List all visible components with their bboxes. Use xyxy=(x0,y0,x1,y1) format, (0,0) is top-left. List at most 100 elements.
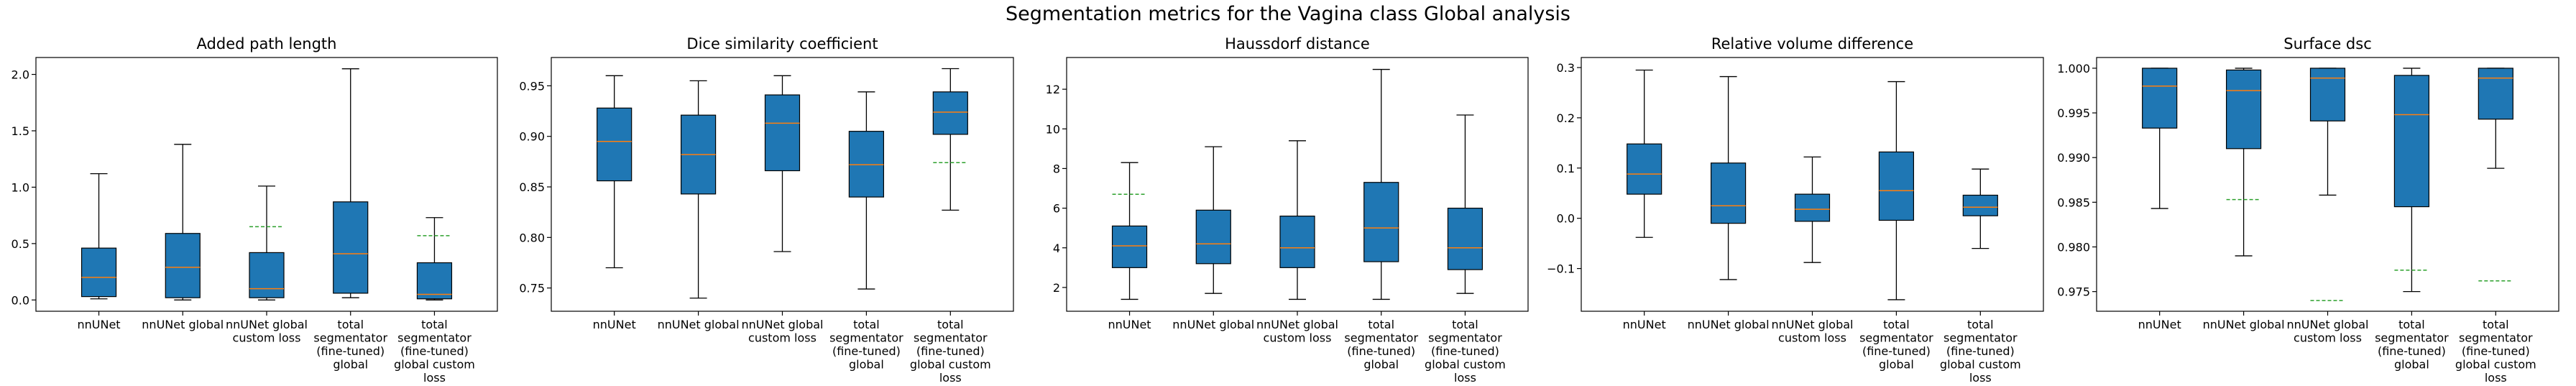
box-4 xyxy=(1878,81,1915,300)
box-iqr xyxy=(2142,68,2178,129)
x-tick-label: total segmentator (fine-tuned) global xyxy=(313,318,387,372)
x-tick-label: nnUNet global custom loss xyxy=(742,318,824,345)
y-tick-label: 0.3 xyxy=(1557,61,1575,75)
y-tick-label: 0.75 xyxy=(519,282,545,295)
box-iqr xyxy=(1878,151,1915,221)
y-tick-label: 0.0 xyxy=(1557,212,1575,226)
axes-frame xyxy=(551,57,1014,312)
box-iqr xyxy=(1195,209,1231,265)
box-5 xyxy=(932,68,968,211)
y-tick-label: 0.980 xyxy=(2057,241,2090,254)
x-tick-label: nnUNet xyxy=(1623,318,1666,331)
y-tick-label: 0.990 xyxy=(2057,151,2090,165)
box-iqr xyxy=(1111,225,1148,268)
x-tick-label: nnUNet xyxy=(2138,318,2181,331)
chart-title: Surface dsc xyxy=(2283,35,2372,52)
box-1 xyxy=(1111,162,1148,300)
x-tick-label: nnUNet global custom loss xyxy=(1256,318,1338,345)
box-iqr xyxy=(1962,194,1998,216)
x-tick-label: total segmentator (fine-tuned) global custo… xyxy=(910,318,991,385)
x-tick-label: nnUNet global custom loss xyxy=(226,318,308,345)
box-iqr xyxy=(1794,193,1831,222)
chart-title: Dice similarity coefficient xyxy=(686,35,878,52)
box-1 xyxy=(1627,69,1662,238)
chart-title: Added path length xyxy=(197,35,337,52)
x-tick-label: nnUNet global custom loss xyxy=(1772,318,1854,345)
axes-frame xyxy=(35,57,498,312)
box-3 xyxy=(1794,156,1831,263)
y-tick-label: 1.0 xyxy=(12,180,29,194)
box-iqr xyxy=(333,201,369,294)
y-tick-label: 12 xyxy=(1046,83,1060,96)
box-iqr xyxy=(416,262,453,300)
x-tick-label: total segmentator (fine-tuned) global custo… xyxy=(1425,318,1506,385)
x-tick-label: nnUNet global xyxy=(2203,318,2285,331)
chart-panel-2: Dice similarity coefficient 0.75 0.80 0.85 0… xyxy=(519,35,1014,385)
x-tick-label: nnUNet global xyxy=(1688,318,1770,331)
x-tick-label: total segmentator (fine-tuned) global custo… xyxy=(394,318,475,385)
box-iqr xyxy=(764,94,801,172)
box-1 xyxy=(2142,68,2178,209)
box-3 xyxy=(2309,68,2346,301)
y-tick-label: 1.5 xyxy=(12,124,29,138)
y-tick-label: 0.80 xyxy=(519,231,545,244)
y-tick-label: 10 xyxy=(1046,122,1060,136)
x-tick-label: nnUNet xyxy=(1108,318,1151,331)
box-5 xyxy=(416,217,453,300)
x-tick-label: total segmentator (fine-tuned) global xyxy=(1859,318,1933,372)
box-3 xyxy=(249,185,285,300)
box-iqr xyxy=(2309,68,2346,121)
y-tick-label: 0.985 xyxy=(2057,196,2090,209)
y-tick-label: 0.90 xyxy=(519,130,545,144)
x-tick-label: nnUNet global xyxy=(1172,318,1254,331)
y-tick-label: −0.1 xyxy=(1547,262,1575,276)
x-tick-label: total segmentator (fine-tuned) global xyxy=(2375,318,2449,372)
box-iqr xyxy=(1363,182,1399,262)
y-tick-label: 1.000 xyxy=(2057,62,2090,75)
box-4 xyxy=(848,91,885,290)
axes-frame xyxy=(1066,57,1529,312)
x-tick-label: nnUNet xyxy=(78,318,121,331)
box-2 xyxy=(165,144,201,300)
x-tick-label: total segmentator (fine-tuned) global xyxy=(1344,318,1418,372)
box-2 xyxy=(1195,146,1231,294)
axes-frame xyxy=(2096,57,2559,312)
y-tick-label: 0.0 xyxy=(12,293,29,307)
box-iqr xyxy=(165,233,201,298)
box-4 xyxy=(2393,68,2430,293)
x-tick-label: total segmentator (fine-tuned) global xyxy=(829,318,903,372)
box-3 xyxy=(1279,140,1315,300)
box-1 xyxy=(80,173,117,300)
y-tick-label: 8 xyxy=(1053,162,1060,175)
box-iqr xyxy=(2393,75,2430,208)
box-iqr xyxy=(80,247,117,298)
box-iqr xyxy=(932,91,968,135)
y-tick-label: 0.95 xyxy=(519,79,545,93)
box-4 xyxy=(333,68,369,298)
x-tick-label: nnUNet xyxy=(593,318,636,331)
box-iqr xyxy=(1279,216,1315,268)
y-tick-label: 2.0 xyxy=(12,68,29,82)
box-iqr xyxy=(2478,68,2513,120)
x-tick-label: nnUNet global xyxy=(658,318,740,331)
y-tick-label: 0.975 xyxy=(2057,285,2090,299)
box-iqr xyxy=(2225,69,2262,150)
y-tick-label: 0.85 xyxy=(519,180,545,194)
box-iqr xyxy=(1627,143,1662,195)
box-1 xyxy=(597,75,632,269)
y-tick-label: 2 xyxy=(1053,281,1060,295)
x-tick-label: nnUNet global xyxy=(142,318,224,331)
box-5 xyxy=(2478,68,2513,282)
box-iqr xyxy=(249,252,285,298)
y-tick-label: 6 xyxy=(1053,202,1060,216)
box-3 xyxy=(764,75,801,252)
y-tick-label: 0.1 xyxy=(1557,162,1575,175)
box-iqr xyxy=(1447,207,1484,270)
axes-frame xyxy=(1581,57,2044,312)
x-tick-label: total segmentator (fine-tuned) global custo… xyxy=(1940,318,2021,385)
chart-panel-3: Haussdorf distance 2 4 6 8 10 12 nnUNet nnUNet g… xyxy=(1046,35,1529,385)
y-tick-label: 0.5 xyxy=(12,237,29,251)
figure-title: Segmentation metrics for the Vagina clas… xyxy=(1006,3,1570,25)
box-2 xyxy=(2225,68,2262,257)
